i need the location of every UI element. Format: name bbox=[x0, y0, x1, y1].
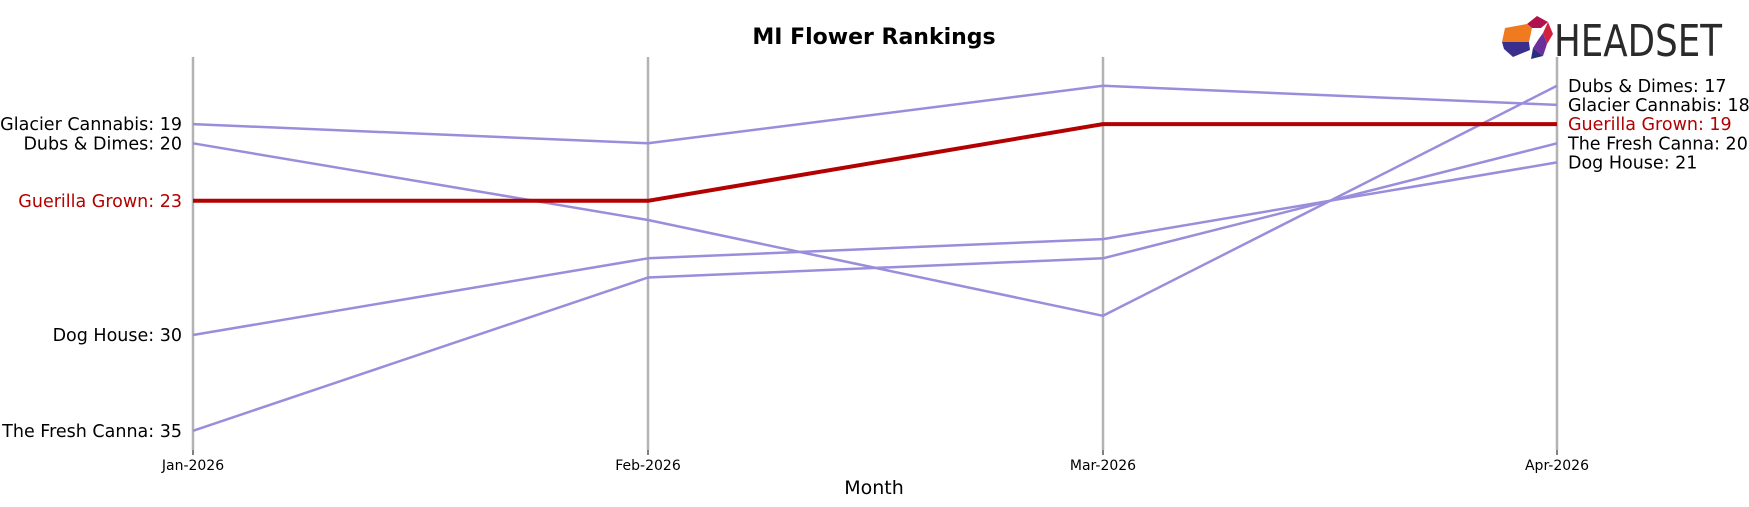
right-rank-label: Glacier Cannabis: 18 bbox=[1568, 96, 1749, 116]
left-rank-label: Glacier Cannabis: 19 bbox=[0, 115, 182, 135]
x-tick-label: Apr-2026 bbox=[1525, 458, 1589, 474]
right-rank-label: Dubs & Dimes: 17 bbox=[1568, 77, 1727, 97]
right-rank-label: Dog House: 21 bbox=[1568, 153, 1697, 173]
logo-wordmark: HEADSET bbox=[1554, 16, 1722, 67]
left-rank-label: The Fresh Canna: 35 bbox=[1, 422, 182, 442]
x-axis-title: Month bbox=[844, 477, 904, 499]
series-lines bbox=[192, 84, 1558, 432]
x-tick-label: Feb-2026 bbox=[615, 458, 681, 474]
x-tick-labels: Jan-2026 Feb-2026 Mar-2026 Apr-2026 bbox=[161, 458, 1589, 474]
left-rank-label: Dubs & Dimes: 20 bbox=[23, 134, 182, 154]
series-line bbox=[192, 142, 1558, 432]
x-tick-label: Jan-2026 bbox=[161, 458, 224, 474]
chart-title: MI Flower Rankings bbox=[752, 25, 995, 50]
left-rank-label: Guerilla Grown: 23 bbox=[18, 192, 182, 212]
series-line bbox=[192, 84, 1558, 145]
right-rank-label: Guerilla Grown: 19 bbox=[1568, 115, 1732, 135]
x-tick-label: Mar-2026 bbox=[1070, 458, 1136, 474]
headset-logo: HEADSET bbox=[1502, 16, 1722, 67]
month-axis-lines bbox=[191, 57, 1559, 455]
series-line bbox=[193, 122, 1557, 203]
headset-hexagon-logo-icon bbox=[1502, 16, 1553, 59]
right-rank-label: The Fresh Canna: 20 bbox=[1567, 134, 1748, 154]
left-rank-label: Dog House: 30 bbox=[53, 326, 182, 346]
